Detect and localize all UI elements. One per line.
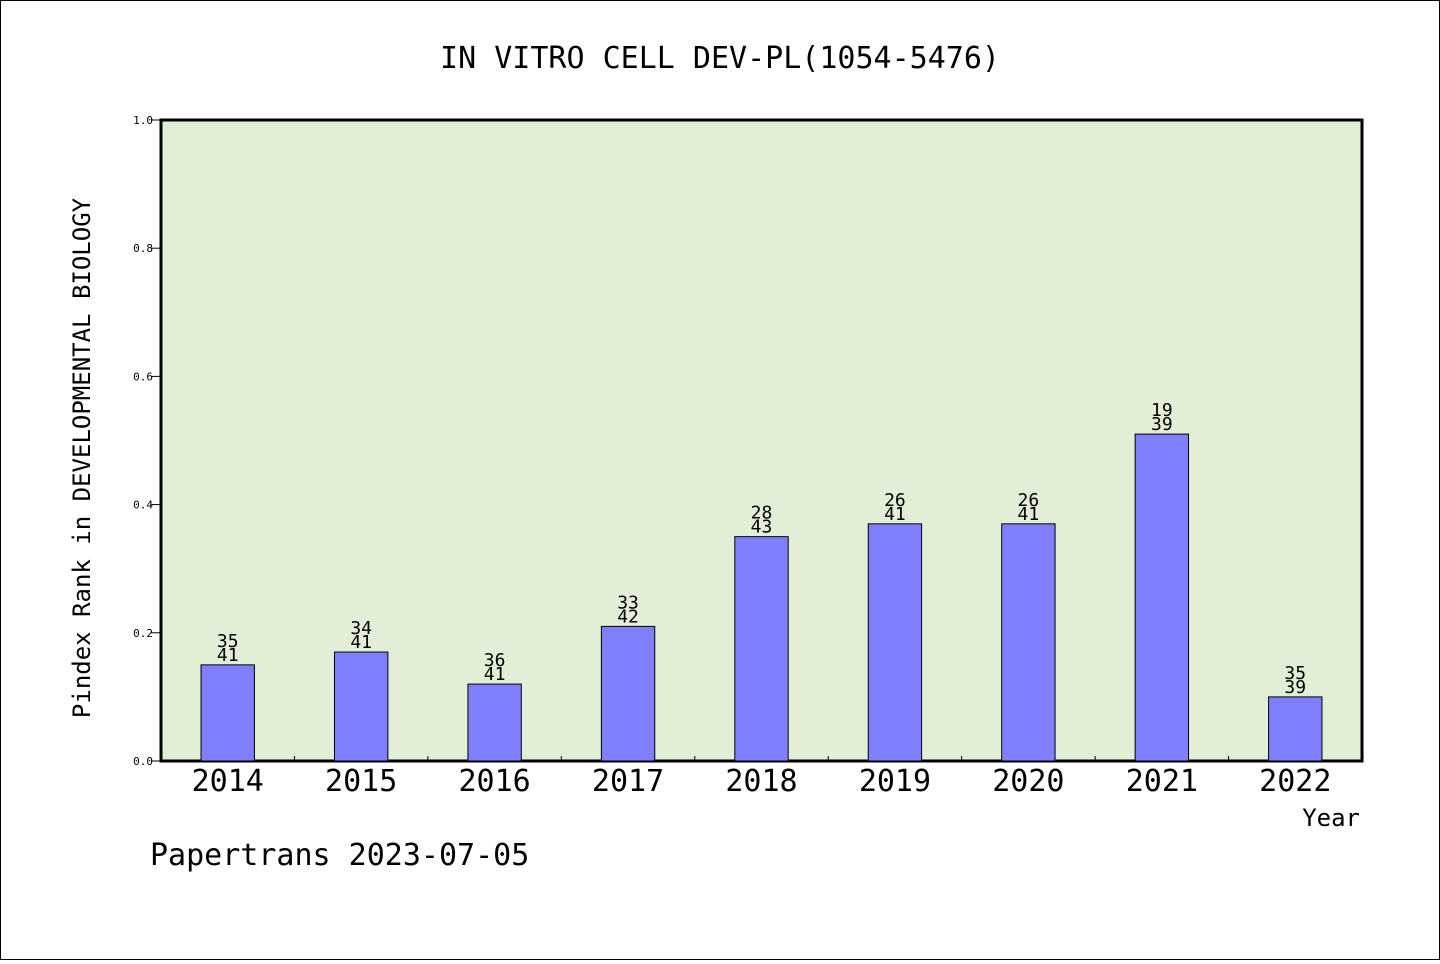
x-tick-label-2017: 2017: [592, 764, 664, 799]
bar-2019: [867, 523, 923, 762]
bar-rank-label-2016: 36: [484, 650, 506, 671]
bar-rank-label-2018: 28: [751, 503, 773, 524]
y-tick-label-5: 1.0: [133, 114, 153, 127]
y-axis: 0.0 0.2 0.4 0.6 0.8 1.0: [133, 114, 161, 768]
chart-title: IN VITRO CELL DEV-PL(1054-5476): [440, 41, 1000, 76]
bar-2022: [1268, 696, 1323, 762]
footer-credit: Papertrans 2023-07-05: [150, 838, 529, 873]
y-tick-label-1: 0.2: [133, 627, 153, 640]
bar-rank-label-2017: 33: [617, 592, 639, 613]
bar-rank-label-2014: 35: [217, 631, 239, 652]
bar-2018: [734, 536, 789, 762]
bar-2021: [1134, 433, 1190, 762]
bar-total-label-2016: 41: [484, 664, 506, 685]
bar-2017: [600, 625, 656, 762]
y-tick-label-4: 0.8: [133, 242, 153, 255]
bar-total-label-2020: 41: [1018, 504, 1040, 525]
bar-2016: [467, 683, 522, 762]
bar-rank-label-2022: 35: [1284, 663, 1306, 684]
y-tick-label-3: 0.6: [133, 370, 153, 383]
x-tick-label-2022: 2022: [1259, 764, 1331, 799]
x-tick-label-2019: 2019: [859, 764, 931, 799]
bar-total-label-2018: 43: [751, 517, 773, 538]
bar-total-label-2015: 41: [350, 632, 372, 653]
x-axis-label: Year: [1302, 804, 1360, 832]
bar-total-label-2019: 41: [884, 504, 906, 525]
y-tick-label-2: 0.4: [133, 499, 153, 512]
bar-total-label-2021: 39: [1151, 414, 1173, 435]
bar-2014: [200, 664, 255, 762]
x-tick-label-2016: 2016: [458, 764, 530, 799]
bar-rank-label-2020: 26: [1018, 490, 1040, 511]
x-axis: 2014 2015 2016 2017 2018 2019 2020 2021 2022: [192, 756, 1331, 799]
x-tick-label-2015: 2015: [325, 764, 397, 799]
x-tick-label-2021: 2021: [1126, 764, 1198, 799]
y-tick-label-0: 0.0: [133, 755, 153, 768]
bar-rank-label-2019: 26: [884, 490, 906, 511]
bar-2020: [1001, 523, 1056, 762]
x-tick-label-2014: 2014: [192, 764, 264, 799]
bar-total-label-2017: 42: [617, 606, 639, 627]
bar-total-label-2014: 41: [217, 645, 239, 666]
y-axis-label: Pindex Rank in DEVELOPMENTAL BIOLOGY: [68, 197, 96, 718]
bar-rank-label-2015: 34: [350, 618, 372, 639]
bar-total-label-2022: 39: [1284, 677, 1306, 698]
bar-rank-label-2021: 19: [1151, 400, 1173, 421]
x-tick-label-2018: 2018: [725, 764, 797, 799]
x-tick-label-2020: 2020: [992, 764, 1064, 799]
bar-2015: [333, 651, 389, 762]
